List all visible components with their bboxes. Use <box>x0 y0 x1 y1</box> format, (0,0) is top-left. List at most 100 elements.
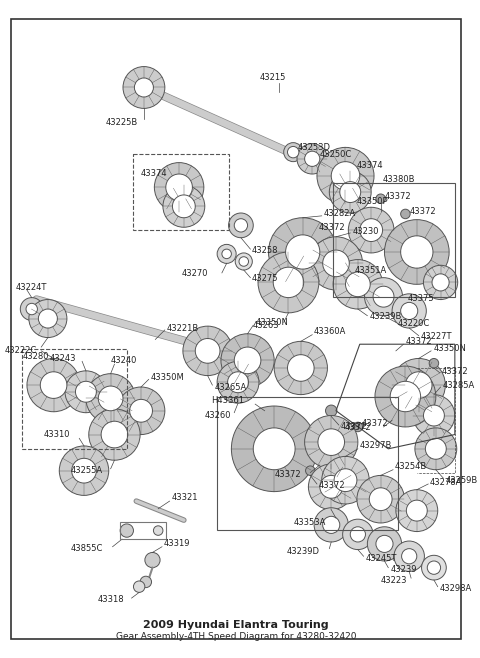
Text: 43374: 43374 <box>141 168 168 178</box>
Circle shape <box>329 171 371 213</box>
Circle shape <box>234 218 248 232</box>
Circle shape <box>234 347 261 374</box>
Text: 43372: 43372 <box>319 223 346 232</box>
Text: 43350N: 43350N <box>255 318 288 327</box>
Text: 43220C: 43220C <box>398 318 430 328</box>
Circle shape <box>392 294 426 328</box>
Text: 43353A: 43353A <box>294 518 326 526</box>
Circle shape <box>305 415 358 468</box>
Circle shape <box>392 359 445 412</box>
Text: 43263: 43263 <box>252 320 279 330</box>
Circle shape <box>423 405 444 426</box>
Circle shape <box>376 536 393 553</box>
Circle shape <box>413 395 455 436</box>
Text: 43255A: 43255A <box>71 466 103 475</box>
Circle shape <box>343 519 373 549</box>
Circle shape <box>134 78 154 97</box>
Circle shape <box>60 446 109 495</box>
Circle shape <box>155 163 204 212</box>
Circle shape <box>154 526 163 536</box>
Circle shape <box>429 359 439 368</box>
Circle shape <box>406 372 432 398</box>
Circle shape <box>130 399 153 422</box>
Circle shape <box>72 459 96 483</box>
Text: 43280: 43280 <box>22 352 48 361</box>
Bar <box>133 154 228 230</box>
Circle shape <box>402 549 417 564</box>
Circle shape <box>286 235 320 269</box>
Circle shape <box>320 476 343 498</box>
Text: 43285A: 43285A <box>443 380 475 390</box>
Text: 43230: 43230 <box>352 226 379 236</box>
Text: 43265A: 43265A <box>214 382 247 392</box>
Text: 43372: 43372 <box>361 418 388 428</box>
Circle shape <box>20 297 43 320</box>
Circle shape <box>373 286 394 307</box>
Circle shape <box>297 143 327 174</box>
Circle shape <box>333 260 383 309</box>
Circle shape <box>274 342 327 395</box>
Circle shape <box>228 372 249 393</box>
Circle shape <box>166 174 192 201</box>
Circle shape <box>163 186 205 227</box>
Text: H43361: H43361 <box>211 396 244 405</box>
Circle shape <box>288 147 299 158</box>
Circle shape <box>231 406 317 492</box>
Text: 43351A: 43351A <box>354 266 386 276</box>
Circle shape <box>427 561 441 574</box>
Text: 43245T: 43245T <box>365 553 397 563</box>
Circle shape <box>346 272 370 297</box>
Text: 43239: 43239 <box>390 565 417 574</box>
Circle shape <box>273 267 304 297</box>
Circle shape <box>423 265 458 299</box>
Circle shape <box>396 490 438 532</box>
Circle shape <box>27 359 80 412</box>
Text: 2009 Hyundai Elantra Touring: 2009 Hyundai Elantra Touring <box>144 620 329 630</box>
Text: 43224T: 43224T <box>15 283 47 291</box>
Bar <box>333 182 455 297</box>
Text: 43321: 43321 <box>171 493 198 502</box>
Text: 43318: 43318 <box>97 595 124 605</box>
Circle shape <box>86 374 135 423</box>
Text: 43275: 43275 <box>252 274 278 283</box>
Text: 43243: 43243 <box>50 354 76 363</box>
Text: 43372: 43372 <box>341 422 367 432</box>
Circle shape <box>65 371 107 413</box>
Circle shape <box>384 220 449 284</box>
Circle shape <box>415 428 457 470</box>
Circle shape <box>268 218 337 286</box>
Circle shape <box>325 405 337 417</box>
Circle shape <box>40 372 67 398</box>
Circle shape <box>26 303 37 315</box>
Circle shape <box>323 517 340 534</box>
Text: 43278A: 43278A <box>430 478 463 486</box>
Circle shape <box>348 207 394 253</box>
Circle shape <box>221 334 274 387</box>
Circle shape <box>183 326 232 376</box>
Text: 43372: 43372 <box>384 192 411 201</box>
Text: 43319: 43319 <box>164 540 191 548</box>
Circle shape <box>317 147 374 205</box>
Circle shape <box>323 250 349 277</box>
Text: 43270: 43270 <box>181 269 208 278</box>
Text: 43372: 43372 <box>274 470 301 479</box>
Circle shape <box>239 257 249 266</box>
Text: Gear Assembly-4TH Speed Diagram for 43280-32420: Gear Assembly-4TH Speed Diagram for 4328… <box>116 632 356 641</box>
Circle shape <box>29 299 67 338</box>
Text: 43239D: 43239D <box>287 547 320 556</box>
Text: 43260: 43260 <box>205 411 231 420</box>
Circle shape <box>401 303 418 320</box>
Circle shape <box>120 524 133 537</box>
Circle shape <box>258 252 319 313</box>
Text: 43225B: 43225B <box>106 118 138 127</box>
Circle shape <box>309 464 354 510</box>
Circle shape <box>172 195 195 218</box>
Circle shape <box>217 361 259 403</box>
Circle shape <box>401 209 410 218</box>
Circle shape <box>75 381 96 402</box>
Text: 43297B: 43297B <box>360 442 392 451</box>
Circle shape <box>369 488 392 511</box>
Circle shape <box>364 278 403 316</box>
Text: 43240: 43240 <box>110 356 137 365</box>
Text: 43259B: 43259B <box>445 476 478 485</box>
